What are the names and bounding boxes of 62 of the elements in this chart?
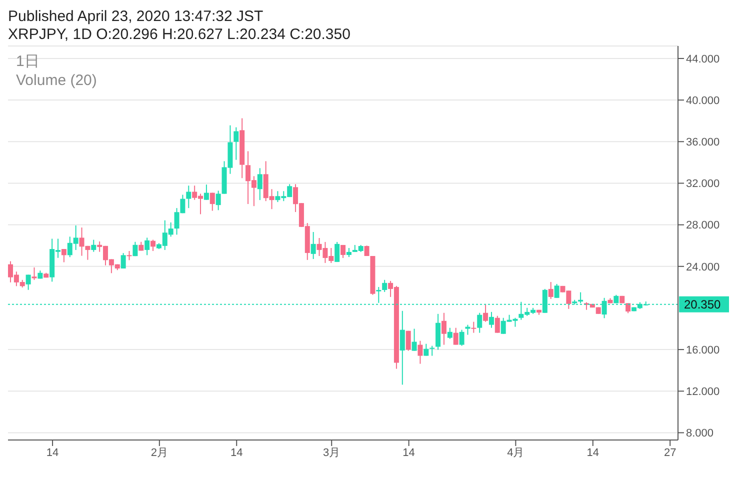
chart-title: Published April 23, 2020 13:47:32 JST: [8, 8, 264, 26]
x-tick-label: 14: [46, 446, 59, 459]
chart-subtitle: XRPJPY, 1D O:20.296 H:20.627 L:20.234 C:20.350: [8, 26, 352, 44]
candlestick: [376, 286, 382, 304]
candlestick: [120, 252, 126, 269]
x-tick-label: 3月: [323, 446, 340, 459]
candlestick: [186, 185, 192, 209]
candlestick: [334, 241, 340, 262]
candlestick: [406, 330, 411, 352]
candlestick: [494, 315, 500, 334]
annotation: Volume (20): [16, 71, 97, 90]
candlestick: [447, 327, 452, 340]
candlestick: [436, 313, 441, 350]
x-tick-label: 14: [230, 446, 243, 459]
y-tick-label: 16.000: [686, 344, 720, 356]
candlestick: [459, 329, 464, 346]
candlestick: [441, 312, 446, 346]
x-tick-label: 14: [402, 446, 415, 459]
annotation: 1日: [16, 52, 40, 71]
candlestick: [310, 231, 316, 260]
y-tick-label: 12.000: [686, 386, 720, 398]
candlestick: [340, 244, 346, 258]
x-tick-label: 2月: [150, 446, 168, 459]
candlestick: [234, 126, 239, 160]
candlestick: [126, 250, 132, 261]
candlestick: [150, 239, 156, 252]
ref-line-label: 20.350: [684, 297, 722, 312]
candlestick: [210, 192, 215, 212]
y-tick-label: 44.000: [686, 53, 720, 66]
x-tick-label: 14: [586, 446, 600, 459]
candlestick: [430, 345, 435, 356]
candlestick: [424, 343, 429, 356]
candlestick: [364, 245, 370, 256]
candlestick: [548, 281, 554, 300]
candlestick: [471, 321, 476, 334]
candlestick: [144, 237, 150, 256]
candlestick: [132, 241, 138, 257]
candlestick: [257, 168, 262, 201]
y-tick-label: 8.000: [686, 428, 714, 440]
y-tick-label: 40.000: [686, 94, 720, 107]
candlestick: [26, 274, 31, 290]
candlestick: [453, 327, 458, 346]
candlestick: [32, 266, 37, 280]
candlestick: [400, 310, 405, 386]
candlestick: [418, 340, 423, 364]
candlestick: [483, 303, 488, 322]
candlestick: [554, 283, 560, 298]
candlestick: [382, 279, 388, 292]
candlestick: [204, 184, 209, 200]
candlestick: [412, 328, 417, 352]
candlestick: [477, 312, 482, 334]
x-tick-label: 4月: [507, 446, 524, 459]
candlestick: [465, 324, 470, 336]
y-tick-label: 32.000: [686, 178, 720, 190]
x-tick-label: 27: [664, 446, 676, 459]
y-tick-label: 28.000: [686, 220, 720, 232]
candlestick: [61, 248, 66, 263]
y-tick-label: 24.000: [686, 261, 720, 274]
y-tick-label: 36.000: [686, 136, 720, 149]
candlestick: [488, 311, 494, 328]
candlestick: [91, 239, 96, 252]
candlestick: [346, 247, 352, 258]
